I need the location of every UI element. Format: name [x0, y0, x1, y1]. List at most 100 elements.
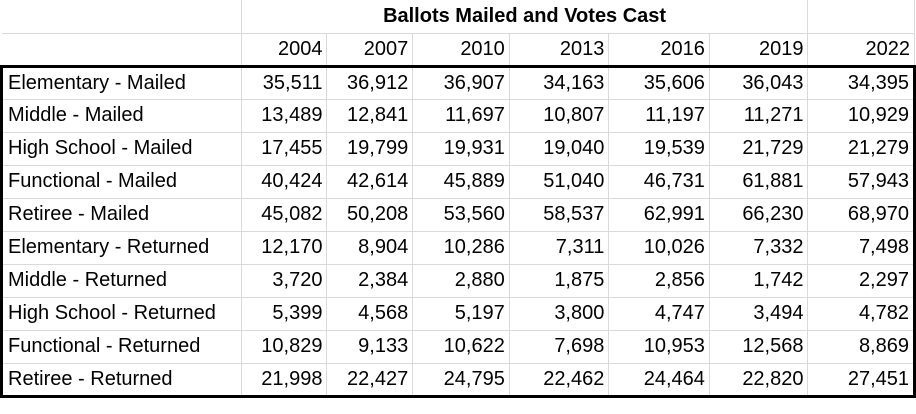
value-cell[interactable]: 21,998 [241, 363, 328, 398]
row-label[interactable]: High School - Returned [0, 297, 242, 331]
value-cell[interactable]: 24,795 [412, 363, 510, 398]
value-cell[interactable]: 3,720 [241, 264, 328, 298]
row-label[interactable]: Middle - Returned [0, 264, 242, 298]
value-cell[interactable]: 4,568 [326, 297, 414, 331]
value-cell[interactable]: 12,841 [326, 98, 414, 133]
value-cell[interactable]: 19,931 [412, 131, 510, 166]
row-label[interactable]: Retiree - Returned [0, 363, 242, 398]
table-row: Elementary - Returned 12,170 8,904 10,286 7,… [0, 231, 916, 265]
value-cell[interactable]: 10,953 [608, 330, 710, 364]
value-cell[interactable]: 1,875 [509, 264, 610, 298]
row-label[interactable]: Functional - Returned [0, 330, 242, 364]
value-cell[interactable]: 10,286 [412, 231, 510, 265]
value-cell[interactable]: 45,082 [241, 197, 328, 232]
value-cell[interactable]: 24,464 [608, 363, 710, 398]
value-cell[interactable]: 10,622 [412, 330, 510, 364]
value-cell[interactable]: 36,912 [326, 64, 414, 100]
year-header-cell[interactable]: 2007 [326, 33, 414, 67]
value-cell[interactable]: 57,943 [807, 164, 916, 199]
value-cell[interactable]: 2,384 [326, 264, 414, 298]
title-row: Ballots Mailed and Votes Cast [1, 0, 915, 34]
table-title[interactable]: Ballots Mailed and Votes Cast [241, 0, 809, 34]
value-cell[interactable]: 9,133 [326, 330, 414, 364]
value-cell[interactable]: 4,747 [608, 297, 710, 331]
value-cell[interactable]: 3,800 [509, 297, 610, 331]
value-cell[interactable]: 11,271 [709, 98, 809, 133]
value-cell[interactable]: 3,494 [709, 297, 809, 331]
value-cell[interactable]: 10,807 [509, 98, 610, 133]
value-cell[interactable]: 10,929 [807, 98, 916, 133]
value-cell[interactable]: 4,782 [807, 297, 916, 331]
value-cell[interactable]: 5,197 [412, 297, 510, 331]
value-cell[interactable]: 27,451 [807, 363, 916, 398]
value-cell[interactable]: 2,880 [412, 264, 510, 298]
value-cell[interactable]: 19,539 [608, 131, 710, 166]
value-cell[interactable]: 2,856 [608, 264, 710, 298]
value-cell[interactable]: 46,731 [608, 164, 710, 199]
value-cell[interactable]: 11,197 [608, 98, 710, 133]
row-label[interactable]: High School - Mailed [0, 131, 242, 166]
value-cell[interactable]: 10,829 [241, 330, 328, 364]
value-cell[interactable]: 51,040 [509, 164, 610, 199]
value-cell[interactable]: 22,462 [509, 363, 610, 398]
row-label[interactable]: Middle - Mailed [0, 98, 242, 133]
value-cell[interactable]: 10,026 [608, 231, 710, 265]
value-cell[interactable]: 62,991 [608, 197, 710, 232]
value-cell[interactable]: 12,568 [709, 330, 809, 364]
year-header-row: 2004 2007 2010 2013 2016 2019 2022 [1, 33, 915, 67]
value-cell[interactable]: 2,297 [807, 264, 916, 298]
ballots-table: Ballots Mailed and Votes Cast 2004 2007 20… [0, 0, 916, 398]
empty-cell[interactable] [1, 33, 242, 67]
value-cell[interactable]: 36,907 [412, 64, 510, 100]
value-cell[interactable]: 53,560 [412, 197, 510, 232]
year-header-cell[interactable]: 2013 [509, 33, 610, 67]
value-cell[interactable]: 21,729 [709, 131, 809, 166]
table-row: Functional - Mailed 40,424 42,614 45,889 51,… [0, 164, 916, 199]
value-cell[interactable]: 11,697 [412, 98, 510, 133]
value-cell[interactable]: 66,230 [709, 197, 809, 232]
value-cell[interactable]: 19,799 [326, 131, 414, 166]
value-cell[interactable]: 1,742 [709, 264, 809, 298]
value-cell[interactable]: 40,424 [241, 164, 328, 199]
value-cell[interactable]: 5,399 [241, 297, 328, 331]
value-cell[interactable]: 7,311 [509, 231, 610, 265]
table-row: Retiree - Returned 21,998 22,427 24,795 22,4… [0, 363, 916, 398]
year-header-cell[interactable]: 2016 [608, 33, 710, 67]
value-cell[interactable]: 35,606 [608, 64, 710, 100]
value-cell[interactable]: 35,511 [241, 64, 328, 100]
year-header-cell[interactable]: 2019 [709, 33, 809, 67]
value-cell[interactable]: 34,395 [807, 64, 916, 100]
year-header-cell[interactable]: 2010 [412, 33, 510, 67]
value-cell[interactable]: 68,970 [807, 197, 916, 232]
value-cell[interactable]: 7,498 [807, 231, 916, 265]
value-cell[interactable]: 58,537 [509, 197, 610, 232]
year-header-cell[interactable]: 2004 [241, 33, 328, 67]
row-label[interactable]: Elementary - Returned [0, 231, 242, 265]
value-cell[interactable]: 7,332 [709, 231, 809, 265]
row-label[interactable]: Functional - Mailed [0, 164, 242, 199]
value-cell[interactable]: 8,869 [807, 330, 916, 364]
value-cell[interactable]: 36,043 [709, 64, 809, 100]
row-label[interactable]: Retiree - Mailed [0, 197, 242, 232]
value-cell[interactable]: 22,820 [709, 363, 809, 398]
value-cell[interactable]: 50,208 [326, 197, 414, 232]
value-cell[interactable]: 7,698 [509, 330, 610, 364]
value-cell[interactable]: 8,904 [326, 231, 414, 265]
empty-cell[interactable] [1, 0, 242, 34]
value-cell[interactable]: 42,614 [326, 164, 414, 199]
empty-cell[interactable] [807, 0, 915, 34]
table-row: Middle - Mailed 13,489 12,841 11,697 10,807 1… [0, 98, 916, 133]
value-cell[interactable]: 45,889 [412, 164, 510, 199]
value-cell[interactable]: 34,163 [509, 64, 610, 100]
value-cell[interactable]: 17,455 [241, 131, 328, 166]
value-cell[interactable]: 19,040 [509, 131, 610, 166]
value-cell[interactable]: 21,279 [807, 131, 916, 166]
value-cell[interactable]: 61,881 [709, 164, 809, 199]
row-label[interactable]: Elementary - Mailed [0, 64, 242, 100]
value-cell[interactable]: 22,427 [326, 363, 414, 398]
table-row: Functional - Returned 10,829 9,133 10,622 7,… [0, 330, 916, 364]
year-header-cell[interactable]: 2022 [807, 33, 915, 67]
value-cell[interactable]: 13,489 [241, 98, 328, 133]
value-cell[interactable]: 12,170 [241, 231, 328, 265]
